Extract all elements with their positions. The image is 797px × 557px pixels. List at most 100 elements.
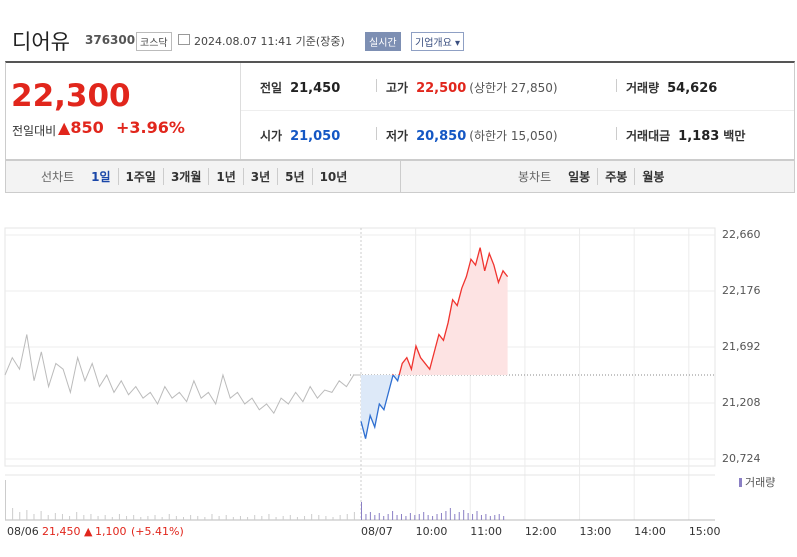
volume-bar <box>378 513 380 520</box>
tab-group: 선차트 1일 1주일 3개월 1년 3년 5년 10년 <box>41 168 354 185</box>
volume-bar <box>289 515 291 520</box>
tab[interactable]: 주봉 <box>597 168 634 185</box>
stat-value: 21,450 <box>290 81 341 96</box>
line-prev <box>4 334 361 415</box>
divider <box>240 63 241 159</box>
stat-unit: 백만 <box>723 129 746 143</box>
y-tick-label: 20,724 <box>722 452 761 465</box>
volume-bar <box>332 517 334 520</box>
volume-bar <box>133 515 135 520</box>
y-tick-label: 22,660 <box>722 228 761 241</box>
volume-bar <box>369 512 371 520</box>
volume-bar <box>5 480 6 520</box>
volume-bar <box>261 516 263 520</box>
tab[interactable]: 1년 <box>208 168 242 185</box>
divider <box>241 110 794 111</box>
area-up <box>399 247 508 376</box>
market-badge: 코스닥 <box>136 32 172 51</box>
x-tick-label: 14:00 <box>634 525 666 538</box>
volume-bar <box>111 517 113 520</box>
stat-note: (상한가 27,850) <box>469 81 558 95</box>
volume-bar <box>247 517 249 520</box>
y-tick-label: 22,176 <box>722 284 761 297</box>
stat-value: 20,850 <box>416 129 467 144</box>
volume-bar <box>225 515 227 520</box>
volume-bar <box>423 512 425 520</box>
legend-label: 거래량 <box>745 476 775 489</box>
tab[interactable]: 3개월 <box>162 168 208 185</box>
volume-bar <box>268 514 270 520</box>
volume-bar <box>104 515 106 520</box>
volume-bar <box>211 514 213 520</box>
volume-bar <box>118 514 120 520</box>
tab[interactable]: 1주일 <box>117 168 163 185</box>
volume-bar <box>498 514 500 520</box>
divider <box>400 161 401 192</box>
volume-bar <box>204 517 206 520</box>
x-tick-label: 08/06 <box>7 525 39 538</box>
volume-bar <box>254 515 256 520</box>
realtime-button[interactable]: 실시간 <box>365 32 401 51</box>
tab[interactable]: 5년 <box>277 168 311 185</box>
stat-divider <box>616 127 617 140</box>
volume-bar <box>409 513 411 520</box>
y-tick-label: 21,208 <box>722 396 761 409</box>
change-pct: +3.96% <box>116 118 185 137</box>
x-tick-label: 10:00 <box>416 525 448 538</box>
volume-bar <box>161 517 163 520</box>
stat-label: 거래대금 <box>626 129 671 143</box>
volume-bar <box>318 515 320 520</box>
x-tick-label: 12:00 <box>525 525 557 538</box>
volume-bar <box>190 515 192 520</box>
volume-bar <box>61 514 63 520</box>
legend-swatch <box>739 478 742 487</box>
x-tick-label: 13:00 <box>580 525 612 538</box>
volume-bar <box>140 517 142 520</box>
tab[interactable]: 10년 <box>311 168 355 185</box>
volume-bar <box>218 516 220 520</box>
tab[interactable]: 월봉 <box>634 168 671 185</box>
volume-bar <box>494 515 496 520</box>
volume-bar <box>467 513 469 520</box>
volume-bar <box>485 514 487 520</box>
footer-change: 1,100 <box>95 525 127 538</box>
calendar-icon <box>178 34 190 45</box>
volume-bar <box>12 508 14 520</box>
volume-bar <box>33 514 35 520</box>
stock-code: 376300 <box>85 33 136 47</box>
volume-bar <box>392 511 394 520</box>
chart: 22,660 22,176 21,692 21,208 20,724 08/06 08/07… <box>4 227 775 538</box>
volume-bar <box>147 516 149 520</box>
stat-divider <box>376 79 377 92</box>
stat: 거래대금 1,183 백만 <box>626 125 745 144</box>
volume-bar <box>353 512 355 520</box>
x-tick-label: 11:00 <box>470 525 502 538</box>
stat-value: 21,050 <box>290 129 341 144</box>
volume-bar <box>54 513 56 520</box>
stat: 고가 22,500 (상한가 27,850) <box>386 77 558 96</box>
tab[interactable]: 1일 <box>91 170 111 184</box>
stat-label: 전일 <box>260 81 283 95</box>
volume-bar <box>436 514 438 520</box>
tab[interactable]: 3년 <box>242 168 277 185</box>
stat: 전일 21,450 <box>260 77 340 96</box>
volume-bar <box>97 516 99 520</box>
volume-bar <box>396 515 398 520</box>
volume-bar <box>76 512 78 520</box>
stat: 거래량 54,626 <box>626 77 717 96</box>
area-down <box>361 375 508 439</box>
volume-bar <box>480 515 482 520</box>
volume-bar <box>311 514 313 520</box>
volume-bar <box>296 517 298 520</box>
volume-bar <box>405 516 407 520</box>
tab[interactable]: 일봉 <box>568 170 591 184</box>
stat-value: 1,183 <box>678 129 720 144</box>
stat-label: 저가 <box>386 129 409 143</box>
overview-button[interactable]: 기업개요 ▾ <box>411 32 465 51</box>
line-down <box>360 375 400 439</box>
volume-bar <box>282 516 284 520</box>
volume-bar <box>83 515 85 520</box>
volume-bar <box>183 517 184 520</box>
volume-bar <box>458 512 460 520</box>
